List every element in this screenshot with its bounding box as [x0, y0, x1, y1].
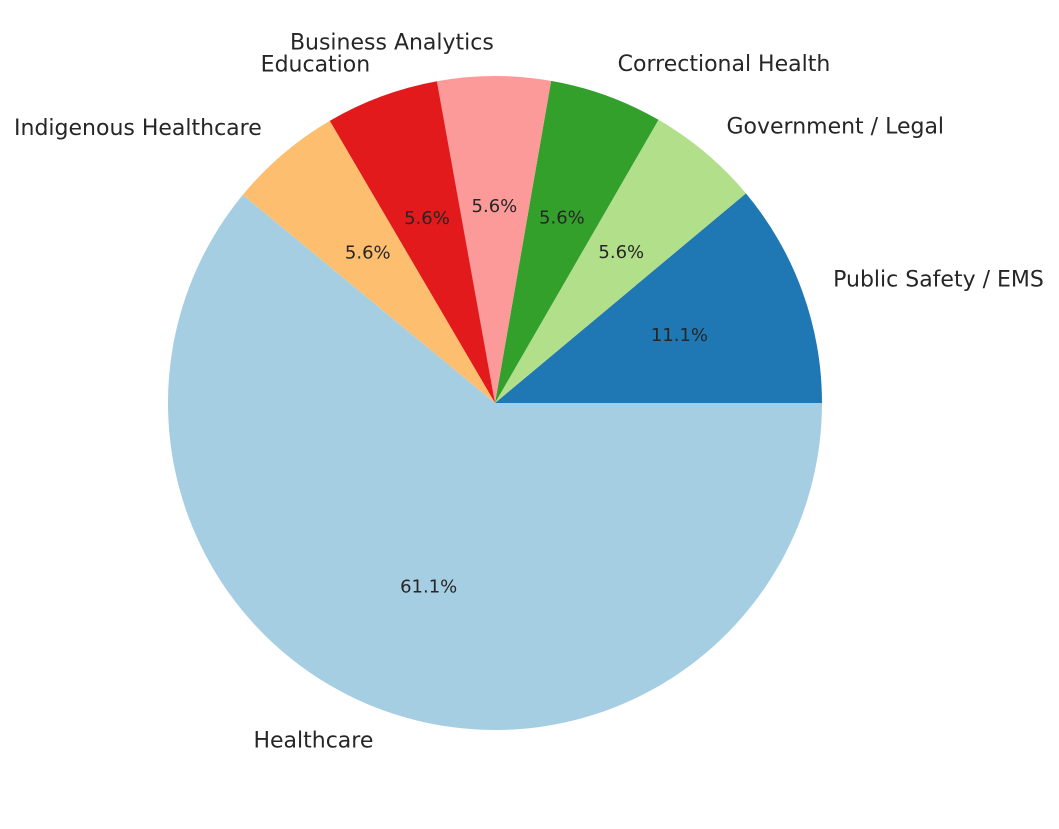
pct-label-correctional-health: 5.6% — [539, 208, 585, 229]
pie-slice-business-analytics — [436, 75, 552, 404]
pie-slice-public-safety-ems — [495, 193, 822, 403]
slices-layer — [168, 75, 822, 730]
pct-label-business-analytics: 5.6% — [472, 196, 518, 217]
slice-label-public-safety-ems: Public Safety / EMS — [833, 267, 1044, 292]
labels-layer: Public Safety / EMS 11.1% Government / Leg… — [14, 30, 1044, 753]
slice-label-indigenous-healthcare: Indigenous Healthcare — [14, 116, 262, 141]
pie-slice-education — [329, 81, 495, 403]
pie-slice-indigenous-healthcare — [242, 120, 495, 403]
slice-label-government-legal: Government / Legal — [726, 115, 944, 140]
pct-label-indigenous-healthcare: 5.6% — [345, 243, 391, 264]
pie-slice-correctional-health — [495, 80, 659, 403]
pie-slice-healthcare — [168, 194, 822, 730]
pie-slice-government-legal — [495, 119, 746, 403]
pct-label-healthcare: 61.1% — [400, 577, 457, 598]
pct-label-education: 5.6% — [404, 208, 450, 229]
slice-label-correctional-health: Correctional Health — [618, 52, 831, 77]
slice-label-business-analytics: Business Analytics — [290, 30, 494, 55]
pct-label-public-safety-ems: 11.1% — [651, 325, 708, 346]
slice-label-education: Education — [261, 53, 371, 78]
slice-label-healthcare: Healthcare — [253, 729, 373, 754]
pct-label-government-legal: 5.6% — [598, 242, 644, 263]
